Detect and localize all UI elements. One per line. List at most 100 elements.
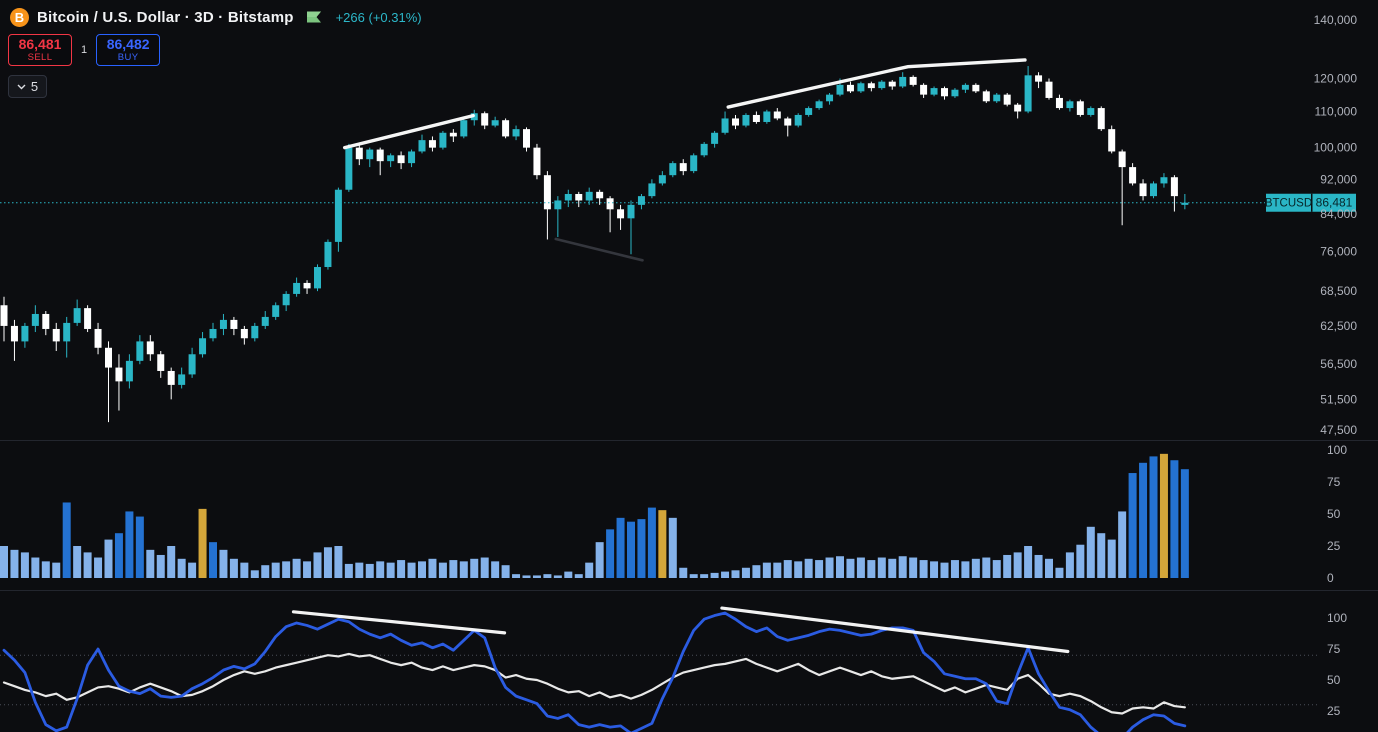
candle-body: [1170, 177, 1178, 197]
trendline-drawing[interactable]: [720, 606, 1070, 654]
histogram-bar: [961, 561, 970, 578]
candle-body: [167, 370, 175, 385]
histogram-bar: [418, 561, 426, 578]
histogram-bar: [971, 558, 980, 578]
trendline-drawing[interactable]: [291, 610, 507, 635]
histogram-bar: [658, 510, 667, 578]
candle-body: [345, 147, 353, 190]
histogram-bar: [585, 562, 594, 578]
histogram-bar: [240, 562, 249, 578]
buy-button[interactable]: 86,482 BUY: [96, 34, 161, 66]
histogram-bar: [616, 517, 625, 578]
chart-header: B Bitcoin / U.S. Dollar · 3D · Bitstamp …: [0, 0, 422, 98]
candle-body: [272, 305, 280, 317]
candle-body: [752, 114, 760, 122]
candle-body: [1066, 101, 1074, 109]
trendline-drawing[interactable]: [554, 237, 644, 262]
candle-body: [846, 84, 854, 92]
histogram-axis-tick[interactable]: 25: [1327, 539, 1341, 553]
histogram-bar: [1076, 544, 1085, 578]
candle-body: [617, 209, 625, 219]
candle-body: [366, 149, 374, 160]
price-axis-tick[interactable]: 51,500: [1320, 392, 1357, 406]
histogram-bar: [1024, 546, 1033, 578]
candle-body: [42, 313, 50, 329]
candle-body: [303, 282, 311, 289]
histogram-bar: [459, 561, 468, 578]
histogram-bar: [898, 556, 907, 578]
price-axis-tick[interactable]: 84,000: [1320, 207, 1357, 221]
histogram-bar: [1149, 456, 1158, 578]
candle-body: [334, 189, 342, 242]
price-axis-tick[interactable]: 56,500: [1320, 357, 1357, 371]
candle-body: [1139, 183, 1147, 197]
histogram-axis-tick[interactable]: 75: [1327, 475, 1341, 489]
price-axis-tick[interactable]: 62,500: [1320, 319, 1357, 333]
histogram-bar: [564, 571, 573, 578]
candle-body: [742, 114, 750, 126]
oscillator-layer: [2, 611, 1187, 732]
histogram-bar: [94, 557, 103, 578]
price-axis-tick[interactable]: 140,000: [1314, 13, 1358, 27]
histogram-bar: [930, 561, 939, 578]
oscillator-axis-tick[interactable]: 75: [1327, 642, 1341, 656]
candle-body: [920, 84, 928, 95]
candle-body: [690, 155, 698, 172]
oscillator-axis-tick[interactable]: 100: [1327, 611, 1347, 625]
histogram-bar: [1180, 469, 1189, 578]
price-axis-tick[interactable]: 92,000: [1320, 172, 1357, 186]
trendline-drawing[interactable]: [726, 58, 1027, 109]
histogram-axis-tick[interactable]: 100: [1327, 443, 1347, 457]
histogram-axis: 100 75 50 25 0: [1327, 443, 1347, 585]
histogram-axis-tick[interactable]: 0: [1327, 571, 1334, 585]
histogram-bar: [773, 562, 782, 578]
histogram-bar: [104, 539, 113, 578]
current-symbol-label: BTCUSD: [1265, 198, 1312, 210]
flag-button[interactable]: [306, 9, 324, 27]
histogram-bar: [637, 519, 646, 578]
histogram-bar: [62, 502, 71, 578]
candle-body: [637, 196, 645, 205]
sell-button[interactable]: 86,481 SELL: [8, 34, 72, 66]
histogram-bar: [731, 570, 740, 578]
histogram-bar: [867, 560, 876, 578]
histogram-bar: [815, 560, 824, 578]
histogram-bar: [846, 558, 855, 578]
candle-body: [784, 118, 792, 126]
symbol-row: B Bitcoin / U.S. Dollar · 3D · Bitstamp …: [0, 0, 422, 27]
candle-body: [439, 132, 447, 148]
candle-body: [1035, 75, 1043, 82]
histogram-bar: [606, 529, 615, 578]
price-axis-tick[interactable]: 110,000: [1315, 104, 1358, 118]
histogram-bar: [0, 546, 8, 578]
price-axis-tick[interactable]: 68,500: [1320, 284, 1357, 298]
price-axis-tick[interactable]: 47,500: [1320, 423, 1357, 437]
trendline-drawing[interactable]: [342, 113, 475, 150]
price-tag-divider: [1311, 193, 1313, 212]
candle-body: [397, 155, 405, 164]
candle-body: [564, 193, 572, 201]
candle-body: [428, 140, 436, 148]
price-axis-tick[interactable]: 120,000: [1314, 71, 1358, 85]
price-axis-tick[interactable]: 76,000: [1320, 245, 1357, 259]
candle-body: [84, 308, 92, 329]
symbol-title[interactable]: Bitcoin / U.S. Dollar · 3D · Bitstamp: [37, 9, 294, 26]
candle-countdown[interactable]: 5: [8, 75, 47, 98]
candle-body: [1181, 202, 1189, 205]
histogram-bar: [668, 517, 677, 578]
candle-body: [878, 81, 886, 89]
spread-value: 1: [81, 44, 88, 56]
candle-body: [136, 341, 144, 361]
sell-price: 86,481: [18, 36, 62, 52]
histogram-bar: [825, 557, 834, 578]
candle-body: [1003, 94, 1011, 105]
histogram-axis-tick[interactable]: 50: [1327, 507, 1341, 521]
histogram-bar: [950, 560, 959, 578]
oscillator-axis-tick[interactable]: 25: [1327, 704, 1341, 718]
histogram-bar: [1086, 526, 1095, 578]
histogram-bar: [52, 562, 61, 578]
histogram-bar: [31, 557, 40, 578]
price-axis-tick[interactable]: 100,000: [1314, 141, 1358, 155]
oscillator-axis-tick[interactable]: 50: [1327, 673, 1341, 687]
